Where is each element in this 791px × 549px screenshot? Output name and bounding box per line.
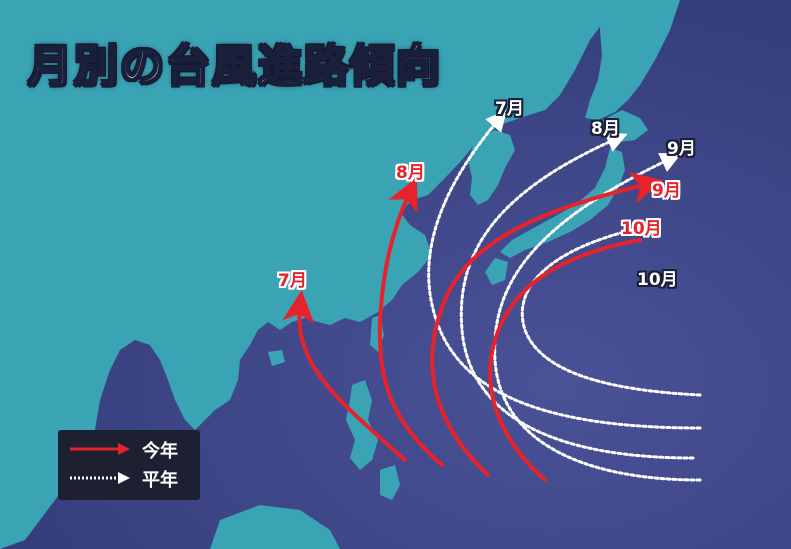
average-track-sep bbox=[493, 152, 702, 482]
legend-row-this-year: 今年 bbox=[68, 437, 198, 463]
legend-average-label: 平年 bbox=[142, 470, 178, 491]
average-track-jul bbox=[427, 110, 702, 430]
this-year-tracks bbox=[282, 172, 664, 482]
this-year-label-aug: 8月 bbox=[396, 163, 425, 183]
legend: 今年 平年 bbox=[58, 430, 200, 500]
legend-white-arrow-icon bbox=[70, 472, 130, 484]
this-year-track-oct bbox=[488, 238, 642, 482]
legend-red-arrow-icon bbox=[70, 443, 130, 455]
average-track-aug bbox=[459, 132, 695, 460]
average-label-aug: 8月 bbox=[591, 119, 620, 139]
this-year-track-aug bbox=[377, 177, 444, 467]
japan-honshu bbox=[500, 148, 625, 258]
hainan bbox=[268, 350, 285, 366]
japan-kyushu bbox=[485, 258, 508, 285]
borneo bbox=[210, 505, 340, 549]
philippines bbox=[346, 380, 400, 500]
this-year-label-sep: 9月 bbox=[652, 181, 681, 201]
average-label-jul: 7月 bbox=[495, 99, 524, 119]
russia-far-east bbox=[585, 0, 680, 120]
korean-peninsula bbox=[468, 130, 515, 205]
legend-row-average: 平年 bbox=[68, 466, 198, 492]
average-label-oct: 10月 bbox=[637, 270, 678, 290]
average-label-sep: 9月 bbox=[667, 139, 696, 159]
this-year-label-oct: 10月 bbox=[621, 219, 662, 239]
this-year-track-jul bbox=[282, 290, 407, 462]
legend-this-year-label: 今年 bbox=[142, 441, 178, 462]
this-year-track-sep bbox=[430, 172, 664, 477]
average-tracks bbox=[427, 110, 702, 482]
average-track-oct bbox=[520, 226, 702, 397]
map-title: 月別の台風進路傾向 bbox=[27, 40, 442, 93]
mainland-asia bbox=[0, 0, 605, 549]
this-year-label-jul: 7月 bbox=[278, 271, 307, 291]
